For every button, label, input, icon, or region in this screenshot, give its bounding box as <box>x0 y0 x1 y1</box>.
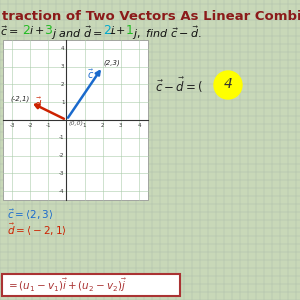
FancyBboxPatch shape <box>2 274 180 296</box>
Text: $= (u_1 - v_1)\vec{i} + (u_2 - v_2)\vec{j}$: $= (u_1 - v_1)\vec{i} + (u_2 - v_2)\vec{… <box>6 276 127 294</box>
Text: $j,$ find $\vec{c} - \vec{d}.$: $j,$ find $\vec{c} - \vec{d}.$ <box>132 24 201 42</box>
Text: 4: 4 <box>137 123 141 128</box>
Text: (0,0): (0,0) <box>68 121 83 126</box>
Text: 2: 2 <box>61 82 64 87</box>
Text: $\vec{c} = $: $\vec{c} = $ <box>0 24 18 38</box>
Text: -4: -4 <box>59 189 64 194</box>
Text: 2: 2 <box>101 123 104 128</box>
Text: -2: -2 <box>59 153 64 158</box>
Text: -3: -3 <box>59 171 64 176</box>
Text: $i +$: $i +$ <box>110 24 125 36</box>
Bar <box>3 40 148 200</box>
Text: -1: -1 <box>46 123 51 128</box>
Text: -3: -3 <box>9 123 15 128</box>
Text: 1: 1 <box>61 100 64 105</box>
Text: $\vec{c} - \vec{d} = ($: $\vec{c} - \vec{d} = ($ <box>155 76 203 94</box>
Text: traction of Two Vectors As Linear Combina: traction of Two Vectors As Linear Combin… <box>2 10 300 23</box>
Text: $\vec{d} = \langle -2, 1 \rangle$: $\vec{d} = \langle -2, 1 \rangle$ <box>7 222 67 238</box>
Text: 4: 4 <box>61 46 64 51</box>
Text: -2: -2 <box>27 123 33 128</box>
Text: 4: 4 <box>224 77 232 91</box>
Text: $\vec{d}$: $\vec{d}$ <box>34 96 42 111</box>
Text: -1: -1 <box>59 135 64 140</box>
Circle shape <box>214 71 242 99</box>
Text: 1: 1 <box>83 123 86 128</box>
Text: 3: 3 <box>119 123 123 128</box>
Text: $\vec{c}$: $\vec{c}$ <box>87 67 94 81</box>
Text: $j$ and $\vec{d} = -$: $j$ and $\vec{d} = -$ <box>51 24 116 42</box>
Text: $2$: $2$ <box>22 24 31 37</box>
Text: 3: 3 <box>61 64 64 69</box>
Text: $1$: $1$ <box>125 24 134 37</box>
Text: (-2,1): (-2,1) <box>10 95 29 102</box>
Text: $\vec{c} = \langle 2, 3 \rangle$: $\vec{c} = \langle 2, 3 \rangle$ <box>7 208 53 223</box>
Text: (2,3): (2,3) <box>104 60 120 66</box>
Text: $3$: $3$ <box>44 24 53 37</box>
Text: $i +$: $i +$ <box>29 24 44 36</box>
Text: $2$: $2$ <box>103 24 112 37</box>
